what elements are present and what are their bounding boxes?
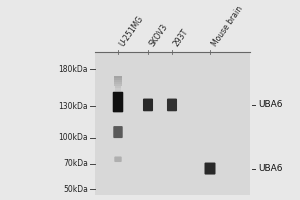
Text: UBA6: UBA6 — [258, 164, 283, 173]
Text: 100kDa: 100kDa — [58, 133, 88, 142]
FancyBboxPatch shape — [114, 76, 122, 78]
Text: 50kDa: 50kDa — [63, 185, 88, 194]
FancyBboxPatch shape — [113, 126, 123, 138]
Text: U-251MG: U-251MG — [118, 14, 146, 48]
FancyBboxPatch shape — [114, 84, 122, 86]
FancyBboxPatch shape — [143, 99, 153, 111]
Bar — [95, 52, 250, 195]
Text: SKOV3: SKOV3 — [148, 22, 170, 48]
FancyBboxPatch shape — [114, 78, 122, 80]
Text: 70kDa: 70kDa — [63, 159, 88, 168]
FancyBboxPatch shape — [114, 82, 122, 84]
Text: 130kDa: 130kDa — [58, 102, 88, 111]
Text: UBA6: UBA6 — [258, 100, 283, 109]
Text: Mouse brain: Mouse brain — [210, 4, 244, 48]
FancyBboxPatch shape — [167, 99, 177, 111]
Text: 293T: 293T — [172, 27, 190, 48]
FancyBboxPatch shape — [114, 80, 122, 82]
Text: 180kDa: 180kDa — [58, 65, 88, 74]
FancyBboxPatch shape — [115, 86, 122, 88]
FancyBboxPatch shape — [115, 88, 121, 91]
FancyBboxPatch shape — [113, 92, 123, 112]
FancyBboxPatch shape — [114, 156, 122, 162]
FancyBboxPatch shape — [205, 163, 215, 175]
